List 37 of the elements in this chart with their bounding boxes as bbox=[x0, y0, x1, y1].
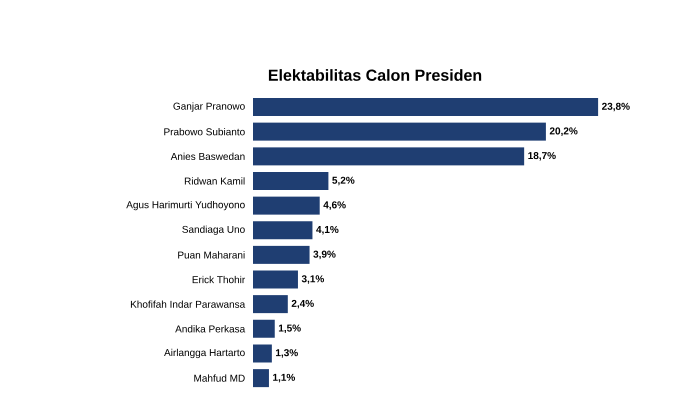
bar bbox=[253, 122, 546, 141]
y-tick-label: Anies Baswedan bbox=[170, 152, 245, 160]
bar bbox=[253, 196, 320, 215]
y-tick-label: Sandiaga Uno bbox=[182, 226, 245, 235]
data-label: 20,2% bbox=[550, 127, 578, 136]
bar bbox=[253, 295, 288, 314]
data-label: 3,9% bbox=[313, 250, 336, 260]
y-tick-label: Andika Perkasa bbox=[175, 325, 246, 332]
bar bbox=[253, 246, 310, 264]
data-label: 23,8% bbox=[602, 102, 630, 112]
y-tick-label: Agus Harimurti Yudhoyono bbox=[126, 200, 245, 210]
y-tick-label: Puan Maharani bbox=[178, 251, 245, 259]
y-tick-label: Ridwan Kamil bbox=[184, 177, 245, 185]
bar bbox=[253, 344, 272, 362]
y-tick-label: Mahfud MD bbox=[194, 374, 245, 382]
chart-title: Elektabilitas Calon Presiden bbox=[268, 69, 482, 81]
y-tick-label: Erick Thohir bbox=[192, 276, 246, 284]
bar bbox=[253, 270, 298, 289]
data-label: 3,1% bbox=[302, 275, 324, 284]
data-label: 1,5% bbox=[278, 324, 301, 334]
bar bbox=[253, 320, 275, 338]
data-label: 18,7% bbox=[528, 152, 556, 161]
bar bbox=[253, 369, 269, 388]
y-tick-label: Ganjar Pranowo bbox=[173, 102, 245, 112]
bar bbox=[253, 221, 312, 240]
data-label: 5,2% bbox=[332, 176, 354, 186]
y-tick-label: Khofifah Indar Parawansa bbox=[130, 300, 246, 308]
bar bbox=[253, 98, 598, 116]
data-label: 1,1% bbox=[273, 374, 296, 382]
y-tick-label: Prabowo Subianto bbox=[164, 128, 245, 136]
data-label: 2,4% bbox=[292, 300, 314, 308]
y-tick-label: Airlangga Hartarto bbox=[164, 348, 245, 358]
bar bbox=[253, 172, 328, 190]
data-label: 4,6% bbox=[323, 201, 346, 210]
data-label: 4,1% bbox=[316, 226, 339, 234]
data-label: 1,3% bbox=[276, 349, 298, 358]
bar bbox=[253, 147, 524, 166]
